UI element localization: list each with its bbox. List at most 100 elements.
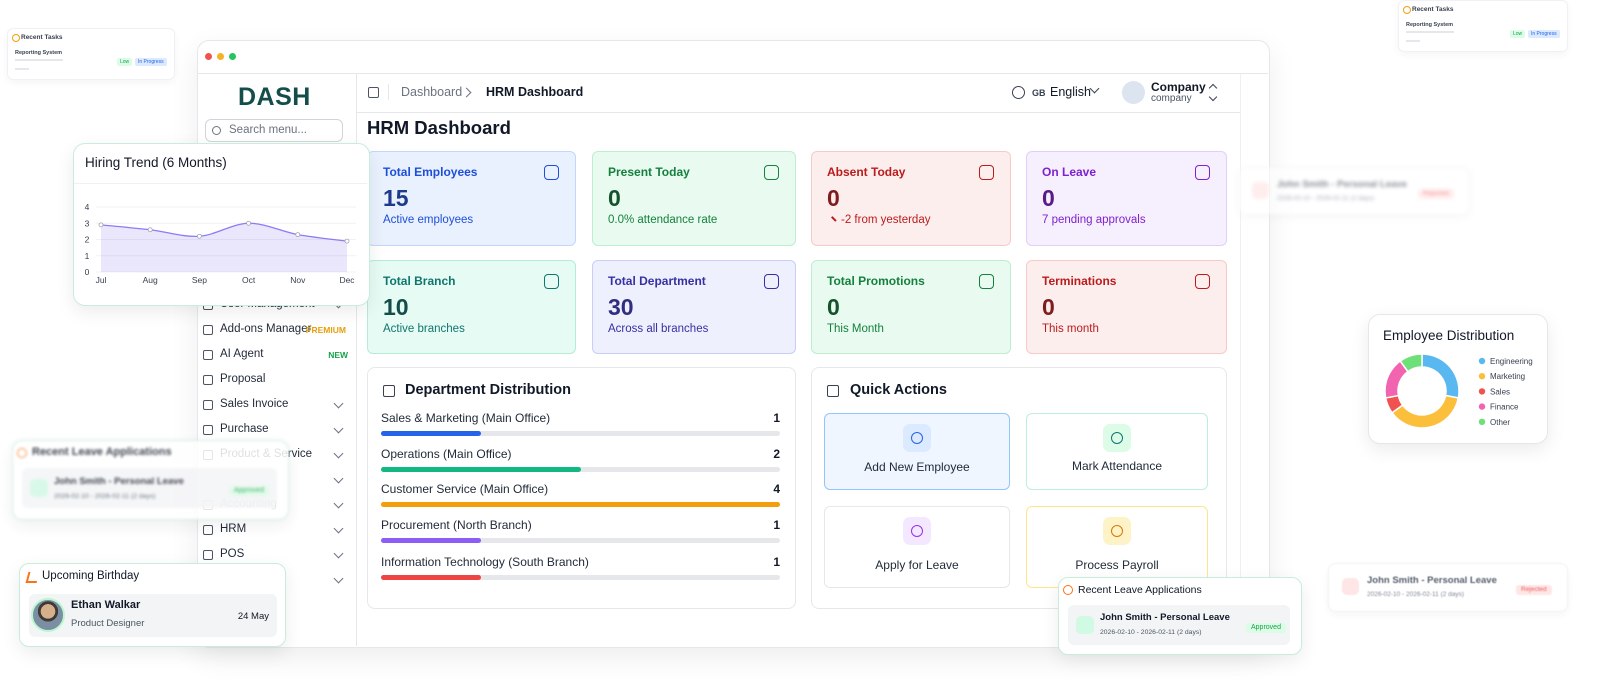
bar	[381, 575, 481, 580]
y-tick-label: 0	[85, 267, 90, 277]
menu-item: Proposal	[220, 373, 266, 386]
quick-action-glyph	[1111, 432, 1123, 444]
leave-name: John Smith - Personal Leave	[1100, 612, 1230, 624]
quick-action-label: Apply for Leave	[875, 557, 959, 572]
page-title: HRM Dashboard	[367, 116, 511, 138]
window-dot	[229, 53, 236, 60]
department-name: Procurement (North Branch)	[381, 517, 532, 532]
stat-card	[367, 151, 576, 246]
stat-icon	[1194, 164, 1210, 180]
leave-item-dates: 2026-02-10 - 2026-02-11 (2 days)	[1367, 591, 1465, 599]
leave-item-name: John Smith - Personal Leave	[1277, 179, 1407, 191]
bar	[381, 502, 780, 507]
stat-card	[811, 151, 1011, 246]
leave-icon	[30, 479, 48, 497]
stat-card	[592, 260, 796, 354]
task-line	[1406, 40, 1420, 42]
stat-icon	[978, 273, 994, 289]
menu-icon	[203, 550, 213, 560]
window-dot	[217, 53, 224, 60]
stat-note: Active employees	[383, 214, 474, 227]
task-status: In Progress	[1528, 30, 1560, 38]
task-priority: Low	[1510, 30, 1526, 38]
hiring-chart: 0 1 2 3 4 Jul Aug Sep Oct Nov Dec	[85, 202, 356, 285]
line	[100, 222, 348, 242]
birthday-role: Product Designer	[71, 618, 145, 630]
stat-value: 10	[383, 294, 409, 321]
stat-note: -2 from yesterday	[841, 214, 931, 227]
stat-icon	[978, 164, 994, 180]
legend-dot	[1478, 357, 1486, 365]
stat-value: 0	[827, 185, 840, 212]
department-count: 1	[773, 410, 780, 425]
stat-card	[1026, 151, 1227, 246]
y-tick-label: 1	[85, 251, 90, 261]
menu-item: Sales Invoice	[220, 398, 289, 411]
point	[246, 220, 252, 226]
quick-action-label: Mark Attendance	[1071, 458, 1163, 473]
hiring-divider	[74, 183, 367, 184]
legend-dot	[1478, 418, 1486, 425]
tasks-card	[1398, 0, 1568, 52]
department-name: Customer Service (Main Office)	[381, 481, 549, 496]
stat-value: 15	[383, 185, 409, 212]
stat-value: 0	[1042, 294, 1055, 321]
department-count: 1	[773, 554, 780, 569]
menu-icon	[203, 325, 213, 335]
stat-card	[367, 260, 576, 354]
menu-badge: PREMIUM	[305, 324, 346, 335]
leave-item-name: John Smith - Personal Leave	[1367, 575, 1497, 587]
globe-icon	[1011, 85, 1025, 99]
x-tick-label: Dec	[339, 275, 355, 285]
stat-value: 0	[827, 294, 840, 321]
birthday-row	[29, 594, 277, 637]
stat-card	[811, 260, 1011, 354]
legend-dot	[1478, 373, 1486, 380]
stat-title: Terminations	[1042, 273, 1117, 288]
tasks-icon	[1403, 6, 1411, 14]
task-status: In Progress	[135, 58, 167, 66]
task-name: Reporting System	[15, 49, 63, 56]
leave-item-icon	[1252, 182, 1269, 199]
x-tick-label: Jul	[96, 275, 107, 285]
leave-title: Recent Leave Applications	[32, 446, 172, 459]
donut-slice	[1421, 353, 1460, 399]
stat-card	[592, 151, 796, 246]
x-tick-label: Nov	[290, 275, 306, 285]
stat-title: Absent Today	[827, 164, 906, 179]
x-tick-label: Oct	[242, 275, 256, 285]
task-line	[15, 59, 63, 61]
y-tick-label: 2	[85, 235, 90, 245]
task-name: Reporting System	[1406, 21, 1454, 28]
stat-note: 7 pending approvals	[1042, 214, 1146, 227]
legend-label: Marketing	[1490, 372, 1525, 381]
donut-slice	[1399, 353, 1423, 373]
search-box[interactable]	[205, 119, 343, 142]
department-icon	[383, 385, 395, 397]
leave-status: Approved	[1246, 622, 1286, 634]
task-priority: Low	[117, 58, 133, 66]
legend-dot	[1478, 403, 1486, 410]
task-line	[15, 68, 29, 70]
leave-item-dates: 2026-02-10 - 2026-02-11 (2 days)	[1277, 195, 1375, 203]
bar-track	[381, 538, 780, 543]
leave-dates: 2026-02-10 - 2026-02-11 (2 days)	[1100, 628, 1202, 636]
donut-slice	[1391, 394, 1460, 429]
stat-icon	[1194, 273, 1210, 289]
sidebar-divider	[356, 74, 357, 646]
leave-status: Approved	[229, 485, 269, 497]
stat-value: 30	[608, 294, 634, 321]
point	[98, 222, 104, 228]
legend-label: Other	[1490, 418, 1510, 427]
birthday-title: Upcoming Birthday	[42, 570, 140, 583]
stat-note: 0.0% attendance rate	[608, 214, 718, 227]
quick-icon	[827, 385, 839, 397]
birthday-name: Ethan Walkar	[71, 599, 141, 612]
company-sub: company	[1151, 93, 1192, 104]
stat-value: 0	[1042, 185, 1055, 212]
hiring-card: 0 1 2 3 4 Jul Aug Sep Oct Nov Dec	[73, 143, 370, 306]
stat-icon	[763, 164, 779, 180]
stat-title: Total Promotions	[827, 273, 925, 288]
quick-action-glyph	[911, 525, 923, 537]
